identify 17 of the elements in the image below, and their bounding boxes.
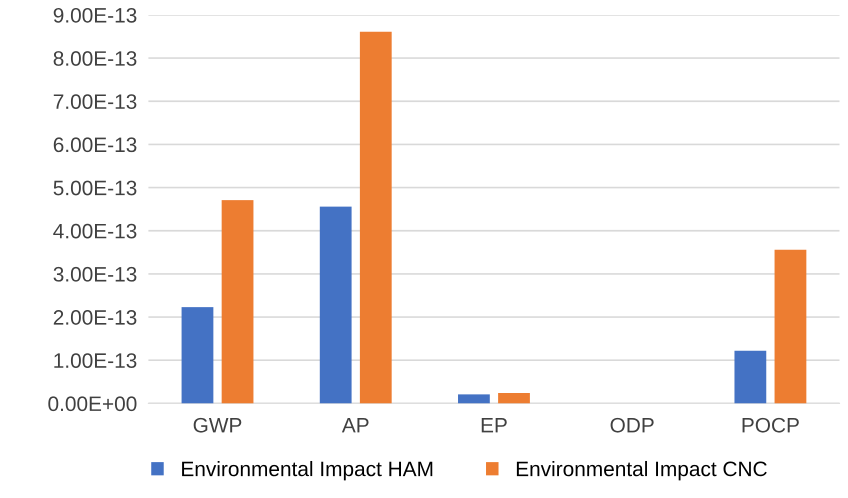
legend-label: Environmental Impact HAM xyxy=(182,460,432,480)
x-tick-label: EP xyxy=(482,418,507,432)
y-tick-label: 5.00E-13 xyxy=(54,180,136,196)
y-tick-label: 0.00E+00 xyxy=(48,396,136,412)
y-tick-label: 3.00E-13 xyxy=(54,266,136,282)
x-tick-label: AP xyxy=(342,418,369,432)
x-tick-label: GWP xyxy=(194,418,242,433)
y-tick-label: 9.00E-13 xyxy=(54,8,136,23)
y-tick-label: 7.00E-13 xyxy=(54,94,136,110)
y-tick-label: 6.00E-13 xyxy=(54,137,136,152)
y-tick-label: 8.00E-13 xyxy=(54,51,136,66)
y-tick-label: 1.00E-13 xyxy=(54,353,136,368)
x-tick-label: ODP xyxy=(610,418,654,433)
y-tick-label: 4.00E-13 xyxy=(53,224,136,238)
y-tick-label: 2.00E-13 xyxy=(54,310,136,325)
legend-label: Environmental Impact CNC xyxy=(516,460,767,480)
x-tick-label: POCP xyxy=(742,418,799,433)
